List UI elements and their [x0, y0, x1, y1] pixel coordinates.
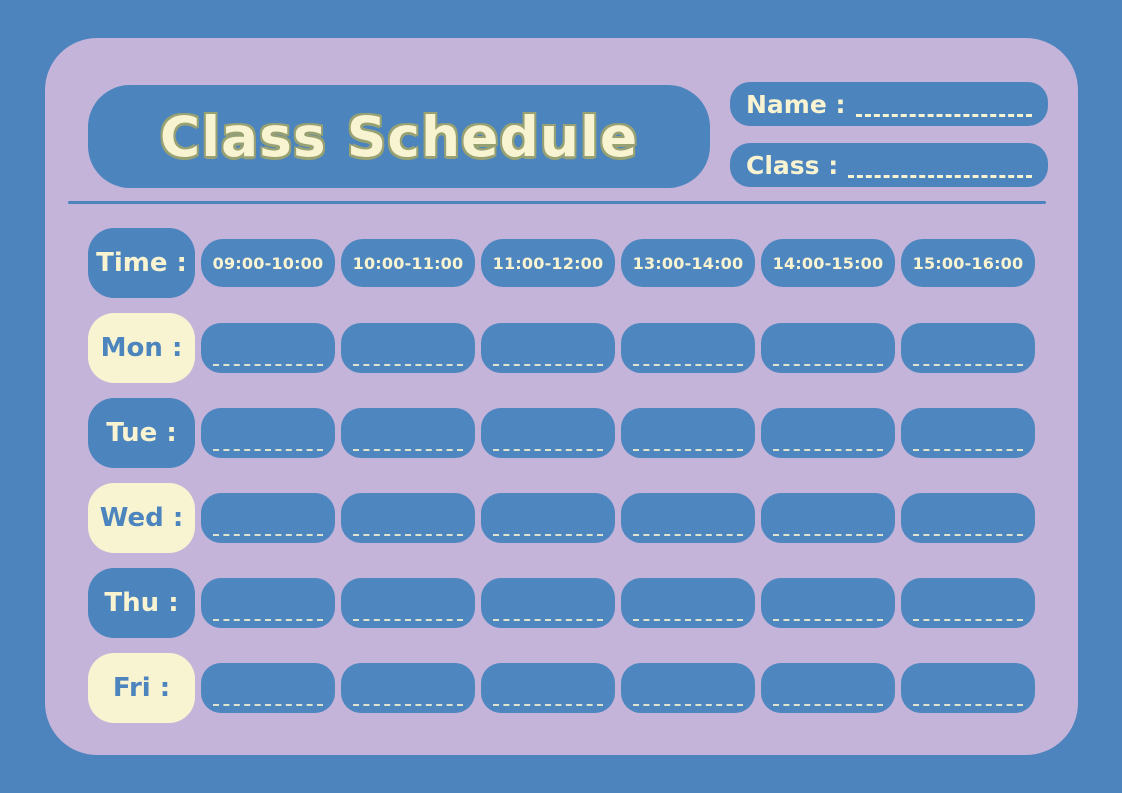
- write-line: [353, 619, 463, 621]
- day-label-thu: Thu :: [88, 568, 195, 638]
- write-line: [493, 704, 603, 706]
- schedule-cell-thu-6[interactable]: [901, 578, 1035, 628]
- schedule-cell-tue-3[interactable]: [481, 408, 615, 458]
- name-field[interactable]: Name :: [730, 82, 1048, 126]
- write-line: [353, 364, 463, 366]
- schedule-grid: Time : 09:00-10:00 10:00-11:00 11:00-12:…: [88, 228, 1035, 723]
- write-line: [213, 449, 323, 451]
- schedule-cell-mon-6[interactable]: [901, 323, 1035, 373]
- write-line: [213, 364, 323, 366]
- write-line: [913, 364, 1023, 366]
- schedule-cell-tue-4[interactable]: [621, 408, 755, 458]
- schedule-cell-tue-6[interactable]: [901, 408, 1035, 458]
- schedule-cell-thu-1[interactable]: [201, 578, 335, 628]
- write-line: [913, 619, 1023, 621]
- schedule-cell-thu-4[interactable]: [621, 578, 755, 628]
- write-line: [353, 704, 463, 706]
- schedule-cell-fri-4[interactable]: [621, 663, 755, 713]
- write-line: [913, 449, 1023, 451]
- time-slot-5: 14:00-15:00: [761, 239, 895, 287]
- class-field[interactable]: Class :: [730, 143, 1048, 187]
- schedule-cell-wed-5[interactable]: [761, 493, 895, 543]
- write-line: [353, 449, 463, 451]
- write-line: [213, 534, 323, 536]
- header-divider: [68, 201, 1046, 204]
- schedule-cell-fri-2[interactable]: [341, 663, 475, 713]
- time-slot-3: 11:00-12:00: [481, 239, 615, 287]
- write-line: [773, 704, 883, 706]
- schedule-cell-thu-2[interactable]: [341, 578, 475, 628]
- schedule-cell-wed-2[interactable]: [341, 493, 475, 543]
- day-label-tue: Tue :: [88, 398, 195, 468]
- time-slot-1: 09:00-10:00: [201, 239, 335, 287]
- write-line: [633, 449, 743, 451]
- write-line: [633, 364, 743, 366]
- write-line: [773, 534, 883, 536]
- schedule-cell-fri-5[interactable]: [761, 663, 895, 713]
- write-line: [773, 364, 883, 366]
- schedule-cell-mon-5[interactable]: [761, 323, 895, 373]
- schedule-cell-fri-6[interactable]: [901, 663, 1035, 713]
- write-line: [633, 619, 743, 621]
- write-line: [913, 704, 1023, 706]
- schedule-cell-wed-4[interactable]: [621, 493, 755, 543]
- write-line: [493, 364, 603, 366]
- day-label-fri: Fri :: [88, 653, 195, 723]
- name-input-line[interactable]: [855, 114, 1032, 117]
- write-line: [353, 534, 463, 536]
- schedule-cell-tue-2[interactable]: [341, 408, 475, 458]
- schedule-cell-fri-1[interactable]: [201, 663, 335, 713]
- time-slot-2: 10:00-11:00: [341, 239, 475, 287]
- page-title: Class Schedule: [159, 104, 639, 169]
- schedule-cell-tue-1[interactable]: [201, 408, 335, 458]
- write-line: [773, 449, 883, 451]
- schedule-cell-thu-3[interactable]: [481, 578, 615, 628]
- class-label: Class :: [746, 150, 839, 180]
- write-line: [213, 704, 323, 706]
- time-slot-6: 15:00-16:00: [901, 239, 1035, 287]
- write-line: [213, 619, 323, 621]
- schedule-panel: Class Schedule Name : Class : Time : 09:…: [45, 38, 1078, 755]
- class-input-line[interactable]: [848, 175, 1032, 178]
- write-line: [493, 534, 603, 536]
- schedule-cell-thu-5[interactable]: [761, 578, 895, 628]
- write-line: [493, 619, 603, 621]
- time-slot-4: 13:00-14:00: [621, 239, 755, 287]
- schedule-cell-mon-2[interactable]: [341, 323, 475, 373]
- write-line: [773, 619, 883, 621]
- write-line: [633, 704, 743, 706]
- write-line: [913, 534, 1023, 536]
- schedule-cell-fri-3[interactable]: [481, 663, 615, 713]
- day-label-mon: Mon :: [88, 313, 195, 383]
- write-line: [633, 534, 743, 536]
- schedule-cell-tue-5[interactable]: [761, 408, 895, 458]
- name-label: Name :: [746, 89, 846, 119]
- schedule-cell-mon-4[interactable]: [621, 323, 755, 373]
- schedule-cell-wed-1[interactable]: [201, 493, 335, 543]
- schedule-cell-wed-3[interactable]: [481, 493, 615, 543]
- write-line: [493, 449, 603, 451]
- time-row-label: Time :: [88, 228, 195, 298]
- title-box: Class Schedule: [88, 85, 710, 188]
- schedule-cell-wed-6[interactable]: [901, 493, 1035, 543]
- day-label-wed: Wed :: [88, 483, 195, 553]
- schedule-cell-mon-1[interactable]: [201, 323, 335, 373]
- schedule-cell-mon-3[interactable]: [481, 323, 615, 373]
